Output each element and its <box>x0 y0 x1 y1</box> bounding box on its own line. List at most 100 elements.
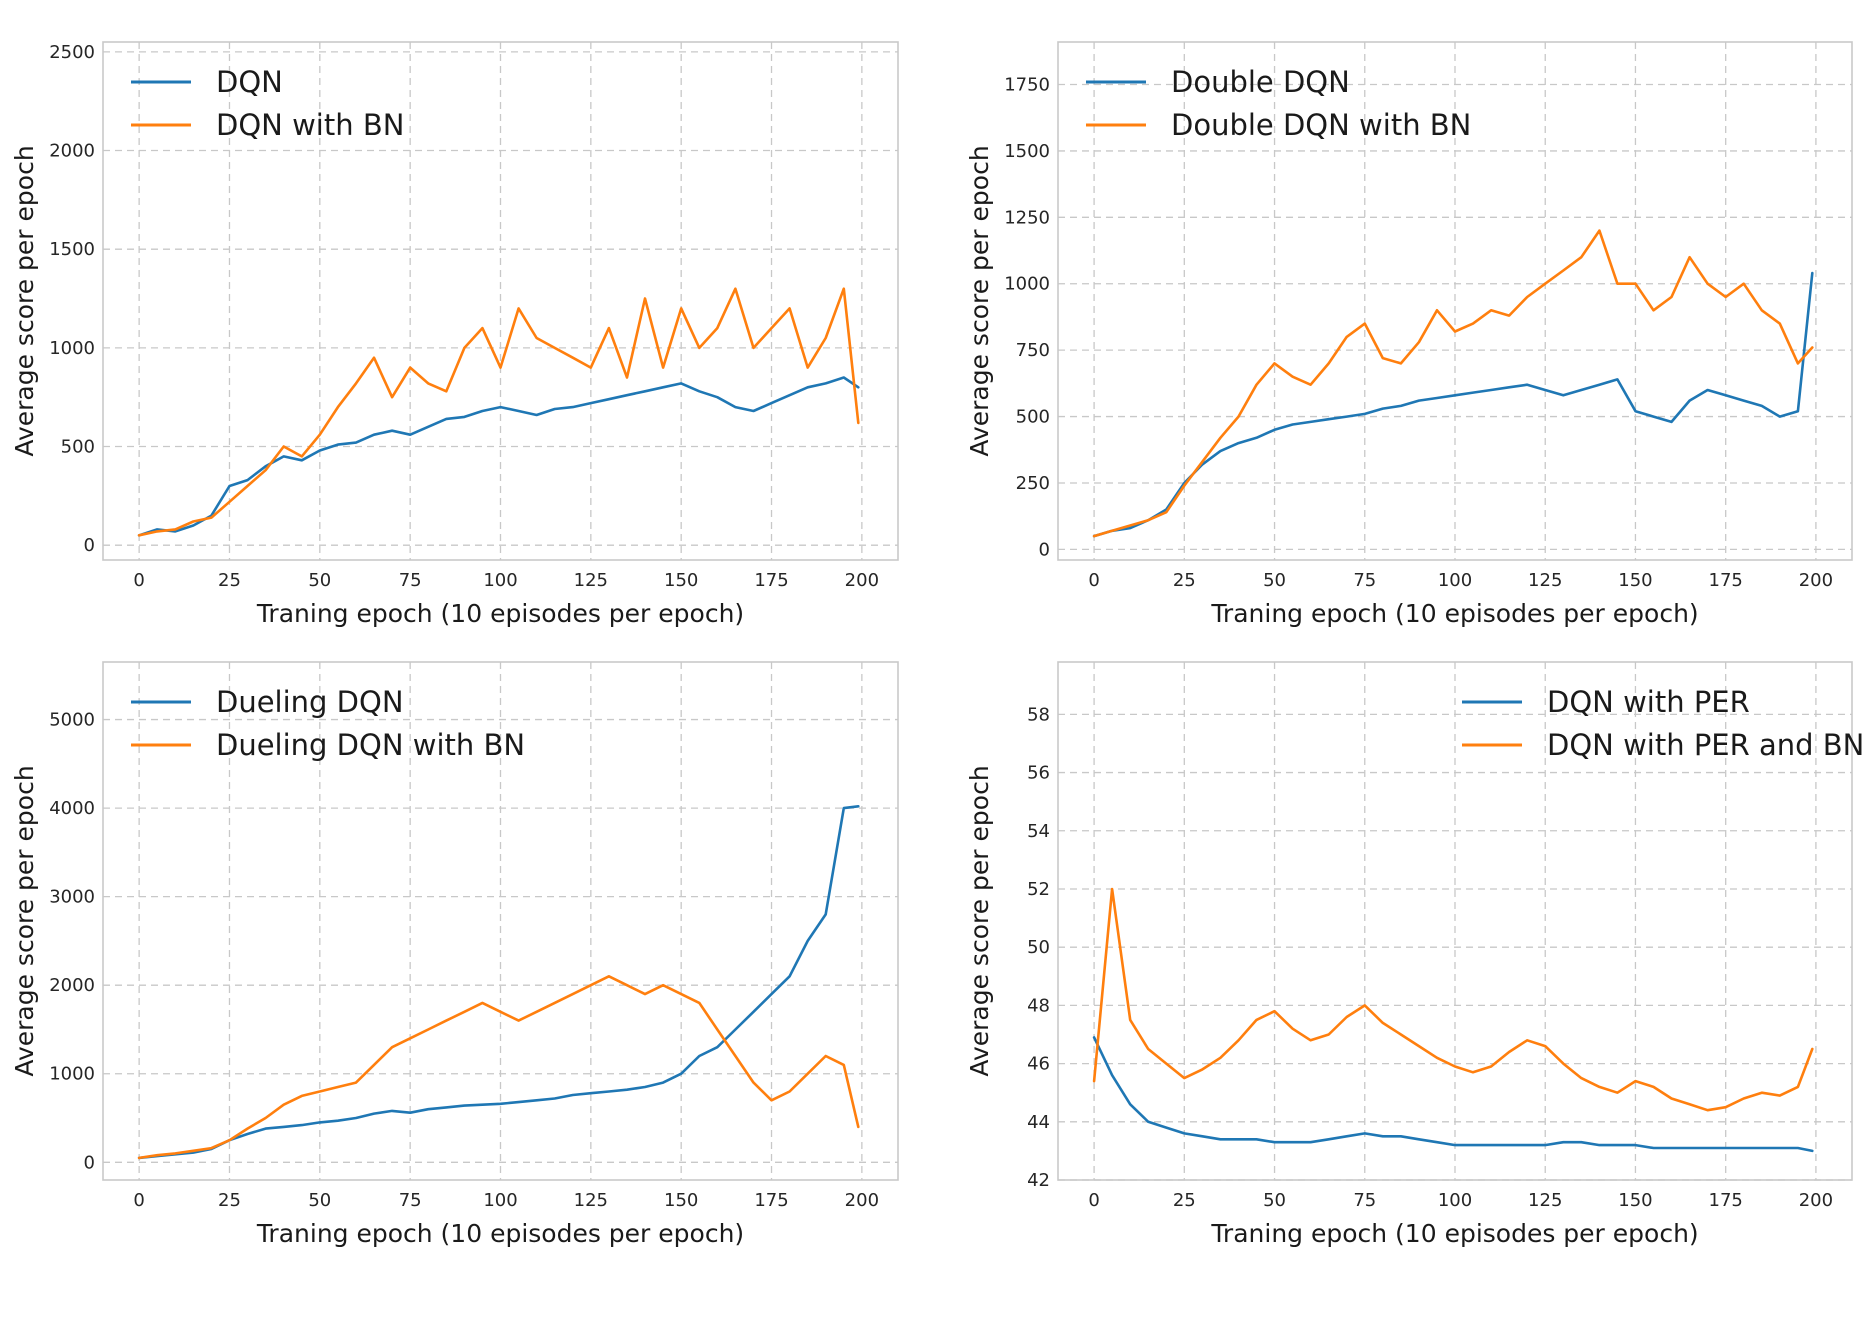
plot-frame <box>1057 661 1853 1181</box>
x-tick-label: 125 <box>574 1190 608 1211</box>
legend: DQN DQN with BN <box>131 65 404 142</box>
series-line-1 <box>137 804 860 1160</box>
legend: DQN with PER DQN with PER and BN <box>1462 685 1864 762</box>
y-tick-label: 250 <box>1016 473 1050 494</box>
y-axis-label: Average score per epoch <box>965 765 994 1076</box>
x-tick-label: 175 <box>1709 570 1743 591</box>
y-tick-label: 1500 <box>49 239 95 260</box>
x-tick-label: 0 <box>133 570 144 591</box>
x-tick-label: 100 <box>483 1190 517 1211</box>
y-tick-label: 42 <box>1027 1170 1050 1191</box>
x-tick-label: 0 <box>1088 1190 1099 1211</box>
x-tick-label: 100 <box>483 570 517 591</box>
plot-frame <box>1057 41 1853 561</box>
x-tick-label: 50 <box>1263 1190 1286 1211</box>
y-tick-label: 1000 <box>49 338 95 359</box>
y-tick-label: 1500 <box>1004 141 1050 162</box>
y-tick-label: 46 <box>1027 1054 1050 1075</box>
x-tick-label: 200 <box>845 1190 879 1211</box>
x-tick-label: 125 <box>1528 570 1562 591</box>
y-tick-label: 2500 <box>49 42 95 63</box>
legend-label: Dueling DQN with BN <box>216 728 525 762</box>
series-line-2 <box>137 974 860 1160</box>
x-tick-label: 0 <box>133 1190 144 1211</box>
x-tick-label: 175 <box>754 1190 788 1211</box>
x-tick-label: 50 <box>308 1190 331 1211</box>
y-axis-label: Average score per epoch <box>10 145 39 456</box>
legend-label: DQN with PER <box>1547 685 1750 719</box>
x-axis-label: Traning epoch (10 episodes per epoch) <box>256 1219 744 1248</box>
x-tick-label: 150 <box>664 1190 698 1211</box>
x-tick-label: 75 <box>399 570 422 591</box>
plot-frame <box>102 41 899 561</box>
y-tick-label: 1250 <box>1004 207 1050 228</box>
series-line-1 <box>137 376 860 537</box>
series-line-1 <box>1092 271 1814 538</box>
y-tick-label: 52 <box>1027 879 1050 900</box>
chart-panel-3: 0 25 50 75 100 125 150 175 200010002000300040005… <box>10 661 899 1248</box>
y-tick-label: 500 <box>61 437 95 458</box>
x-tick-label: 200 <box>1799 570 1833 591</box>
legend-label: Double DQN with BN <box>1171 108 1471 142</box>
x-tick-label: 75 <box>1353 570 1376 591</box>
x-tick-label: 125 <box>574 570 608 591</box>
x-tick-label: 75 <box>399 1190 422 1211</box>
x-tick-label: 25 <box>218 570 241 591</box>
chart-panel-4: 0 25 50 75 100 125 150 175 200 42 44 46 48 50 52 54 56 58… <box>965 661 1864 1248</box>
y-tick-label: 1750 <box>1004 75 1050 96</box>
series-line-2 <box>1092 229 1814 538</box>
x-tick-label: 175 <box>1709 1190 1743 1211</box>
x-tick-label: 100 <box>1438 570 1472 591</box>
y-tick-label: 44 <box>1027 1112 1050 1133</box>
x-tick-label: 75 <box>1353 1190 1376 1211</box>
series-line-2 <box>1092 887 1814 1112</box>
y-tick-label: 50 <box>1027 937 1050 958</box>
x-tick-label: 200 <box>845 570 879 591</box>
x-tick-label: 0 <box>1088 570 1099 591</box>
y-tick-label: 1000 <box>49 1064 95 1085</box>
y-axis-label: Average score per epoch <box>965 145 994 456</box>
chart-panel-1: 0 25 50 75 100 125 150 175 200050010001500200025… <box>10 41 899 628</box>
x-axis-label: Traning epoch (10 episodes per epoch) <box>256 599 744 628</box>
x-tick-label: 50 <box>308 570 331 591</box>
x-tick-label: 200 <box>1799 1190 1833 1211</box>
y-tick-label: 4000 <box>49 798 95 819</box>
y-tick-label: 5000 <box>49 710 95 731</box>
y-tick-label: 0 <box>84 535 95 556</box>
x-axis-label: Traning epoch (10 episodes per epoch) <box>1210 599 1698 628</box>
legend-label: DQN <box>216 65 283 99</box>
y-tick-label: 500 <box>1016 407 1050 428</box>
x-tick-label: 50 <box>1263 570 1286 591</box>
x-tick-label: 150 <box>664 570 698 591</box>
x-tick-label: 175 <box>754 570 788 591</box>
x-tick-label: 150 <box>1618 570 1652 591</box>
x-axis-label: Traning epoch (10 episodes per epoch) <box>1210 1219 1698 1248</box>
x-tick-label: 25 <box>1173 1190 1196 1211</box>
legend: Double DQN Double DQN with BN <box>1086 65 1471 142</box>
y-axis-label: Average score per epoch <box>10 765 39 1076</box>
series-line-2 <box>137 287 860 537</box>
legend-label: Double DQN <box>1171 65 1350 99</box>
chart-panel-2: 0 25 50 75 100 125 150 175 200 0 250 500 750 1000 1250… <box>965 41 1853 628</box>
y-tick-label: 3000 <box>49 887 95 908</box>
y-tick-label: 48 <box>1027 995 1050 1016</box>
legend: Dueling DQN Dueling DQN with BN <box>131 685 525 762</box>
y-tick-label: 58 <box>1027 704 1050 725</box>
y-tick-label: 0 <box>1039 539 1050 560</box>
y-tick-label: 54 <box>1027 821 1050 842</box>
y-tick-label: 750 <box>1016 340 1050 361</box>
x-tick-label: 100 <box>1438 1190 1472 1211</box>
series-line-1 <box>1092 1036 1814 1153</box>
legend-label: DQN with BN <box>216 108 404 142</box>
x-tick-label: 25 <box>218 1190 241 1211</box>
y-tick-label: 1000 <box>1004 274 1050 295</box>
y-tick-label: 2000 <box>49 975 95 996</box>
plot-frame <box>102 661 899 1181</box>
y-tick-label: 0 <box>84 1152 95 1173</box>
x-tick-label: 25 <box>1173 570 1196 591</box>
y-tick-label: 2000 <box>49 141 95 162</box>
x-tick-label: 150 <box>1618 1190 1652 1211</box>
x-tick-label: 125 <box>1528 1190 1562 1211</box>
y-tick-label: 56 <box>1027 763 1050 784</box>
